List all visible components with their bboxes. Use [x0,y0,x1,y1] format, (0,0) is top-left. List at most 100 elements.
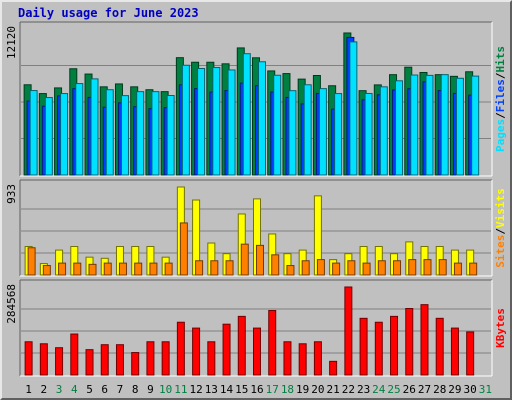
x-tick-label-day-16: 16 [250,383,263,396]
x-tick-label-day-26: 26 [403,383,416,396]
bar-pages-day-29 [455,77,464,176]
bar-pages-day-9 [151,91,160,176]
bar-kbytes-day-17 [268,310,277,376]
x-tick-label-day-30: 30 [464,383,477,396]
x-tick-label-day-22: 22 [342,383,355,396]
bar-kbytes-day-9 [146,341,155,376]
bar-pages-day-24 [379,86,388,176]
bar-pages-day-12 [197,68,206,176]
bar-sites-day-17 [271,254,280,276]
bar-sites-day-30 [469,262,478,276]
bar-pages-day-30 [471,75,480,176]
bar-sites-day-18 [286,265,295,276]
legend-visits: Visits [494,188,507,228]
bar-kbytes-day-18 [283,341,292,376]
bar-pages-day-21 [334,93,343,176]
bar-pages-day-14 [227,69,236,176]
bar-sites-day-6 [103,262,112,276]
legend-separator: / [494,72,507,79]
x-tick-label-day-4: 4 [71,383,78,396]
bar-kbytes-day-22 [344,286,353,376]
bar-pages-day-18 [288,90,297,176]
bar-sites-day-5 [88,263,97,276]
bar-pages-day-22 [349,41,358,176]
panel-2: 933 Sites/Visits [5,179,507,277]
x-tick-label-day-3: 3 [56,383,63,396]
bar-kbytes-day-4 [70,333,79,376]
bar-pages-day-11 [181,64,190,176]
bar-sites-day-1 [27,247,36,276]
x-tick-label-day-2: 2 [41,383,48,396]
legend-sites: Sites [494,235,507,268]
bar-sites-day-20 [316,259,325,276]
bar-sites-day-10 [164,262,173,276]
bar-kbytes-day-16 [253,327,261,376]
bar-sites-day-8 [134,262,143,276]
x-tick-label-day-20: 20 [311,383,324,396]
bar-sites-day-19 [301,260,310,276]
bar-sites-day-28 [438,259,447,276]
bar-kbytes-day-29 [450,327,459,376]
bar-kbytes-day-3 [55,347,64,376]
bar-pages-day-19 [303,84,312,176]
bar-sites-day-15 [240,243,249,276]
bar-pages-day-2 [44,97,53,176]
legend-pages: Pages [494,119,507,152]
bar-sites-day-16 [256,244,264,276]
x-tick-label-day-9: 9 [147,383,154,396]
bar-kbytes-day-2 [39,343,48,376]
x-tick-label-day-24: 24 [372,383,386,396]
x-tick-label-day-10: 10 [159,383,172,396]
bar-kbytes-day-20 [313,341,322,376]
bar-kbytes-day-5 [85,349,94,376]
bar-pages-day-15 [242,53,251,176]
x-tick-label-day-7: 7 [117,383,124,396]
bar-sites-day-2 [42,265,51,276]
bar-sites-day-27 [423,259,432,276]
bar-sites-day-25 [393,260,402,276]
bar-pages-day-13 [212,67,221,176]
x-tick-label-day-23: 23 [357,383,370,396]
bar-pages-day-20 [318,88,327,176]
bar-sites-day-22 [347,260,356,276]
bar-kbytes-day-1 [24,341,33,376]
bar-pages-day-23 [364,92,373,176]
bar-pages-day-7 [120,95,129,176]
x-tick-label-day-8: 8 [132,383,139,396]
bar-sites-day-3 [58,262,67,276]
bar-kbytes-day-15 [237,315,246,376]
x-tick-label-day-18: 18 [281,383,294,396]
bar-kbytes-day-28 [435,317,444,376]
x-tick-label-day-28: 28 [433,383,446,396]
y-max-label: 12120 [5,26,18,59]
x-tick-label-day-14: 14 [220,383,234,396]
bar-sites-day-9 [149,262,158,276]
x-tick-label-day-21: 21 [327,383,340,396]
bar-sites-day-24 [377,260,386,276]
bar-kbytes-day-11 [176,321,185,376]
bar-pages-day-1 [29,90,38,176]
bar-sites-day-7 [118,262,127,276]
x-tick-label-day-19: 19 [296,383,309,396]
bar-kbytes-day-24 [374,321,383,376]
bar-sites-day-29 [453,262,462,276]
bar-sites-day-26 [408,259,417,276]
x-tick-label-day-11: 11 [174,383,187,396]
y-axis-legend: Pages/Files/Hits [494,46,507,152]
bar-sites-day-12 [195,260,204,276]
bar-kbytes-day-14 [222,323,231,376]
bar-kbytes-day-10 [161,341,170,376]
bar-pages-day-6 [105,89,114,176]
x-tick-label-day-1: 1 [25,383,32,396]
y-max-label: 284568 [5,284,18,324]
legend-files: Files [494,79,507,112]
bar-kbytes-day-30 [466,331,475,376]
x-tick-label-day-6: 6 [101,383,108,396]
y-axis-legend: Sites/Visits [494,188,507,268]
legend-separator: / [494,228,507,235]
bar-sites-day-14 [225,260,234,276]
bar-pages-day-16 [258,61,266,176]
bar-kbytes-day-21 [329,360,338,376]
bar-pages-day-8 [136,91,145,176]
